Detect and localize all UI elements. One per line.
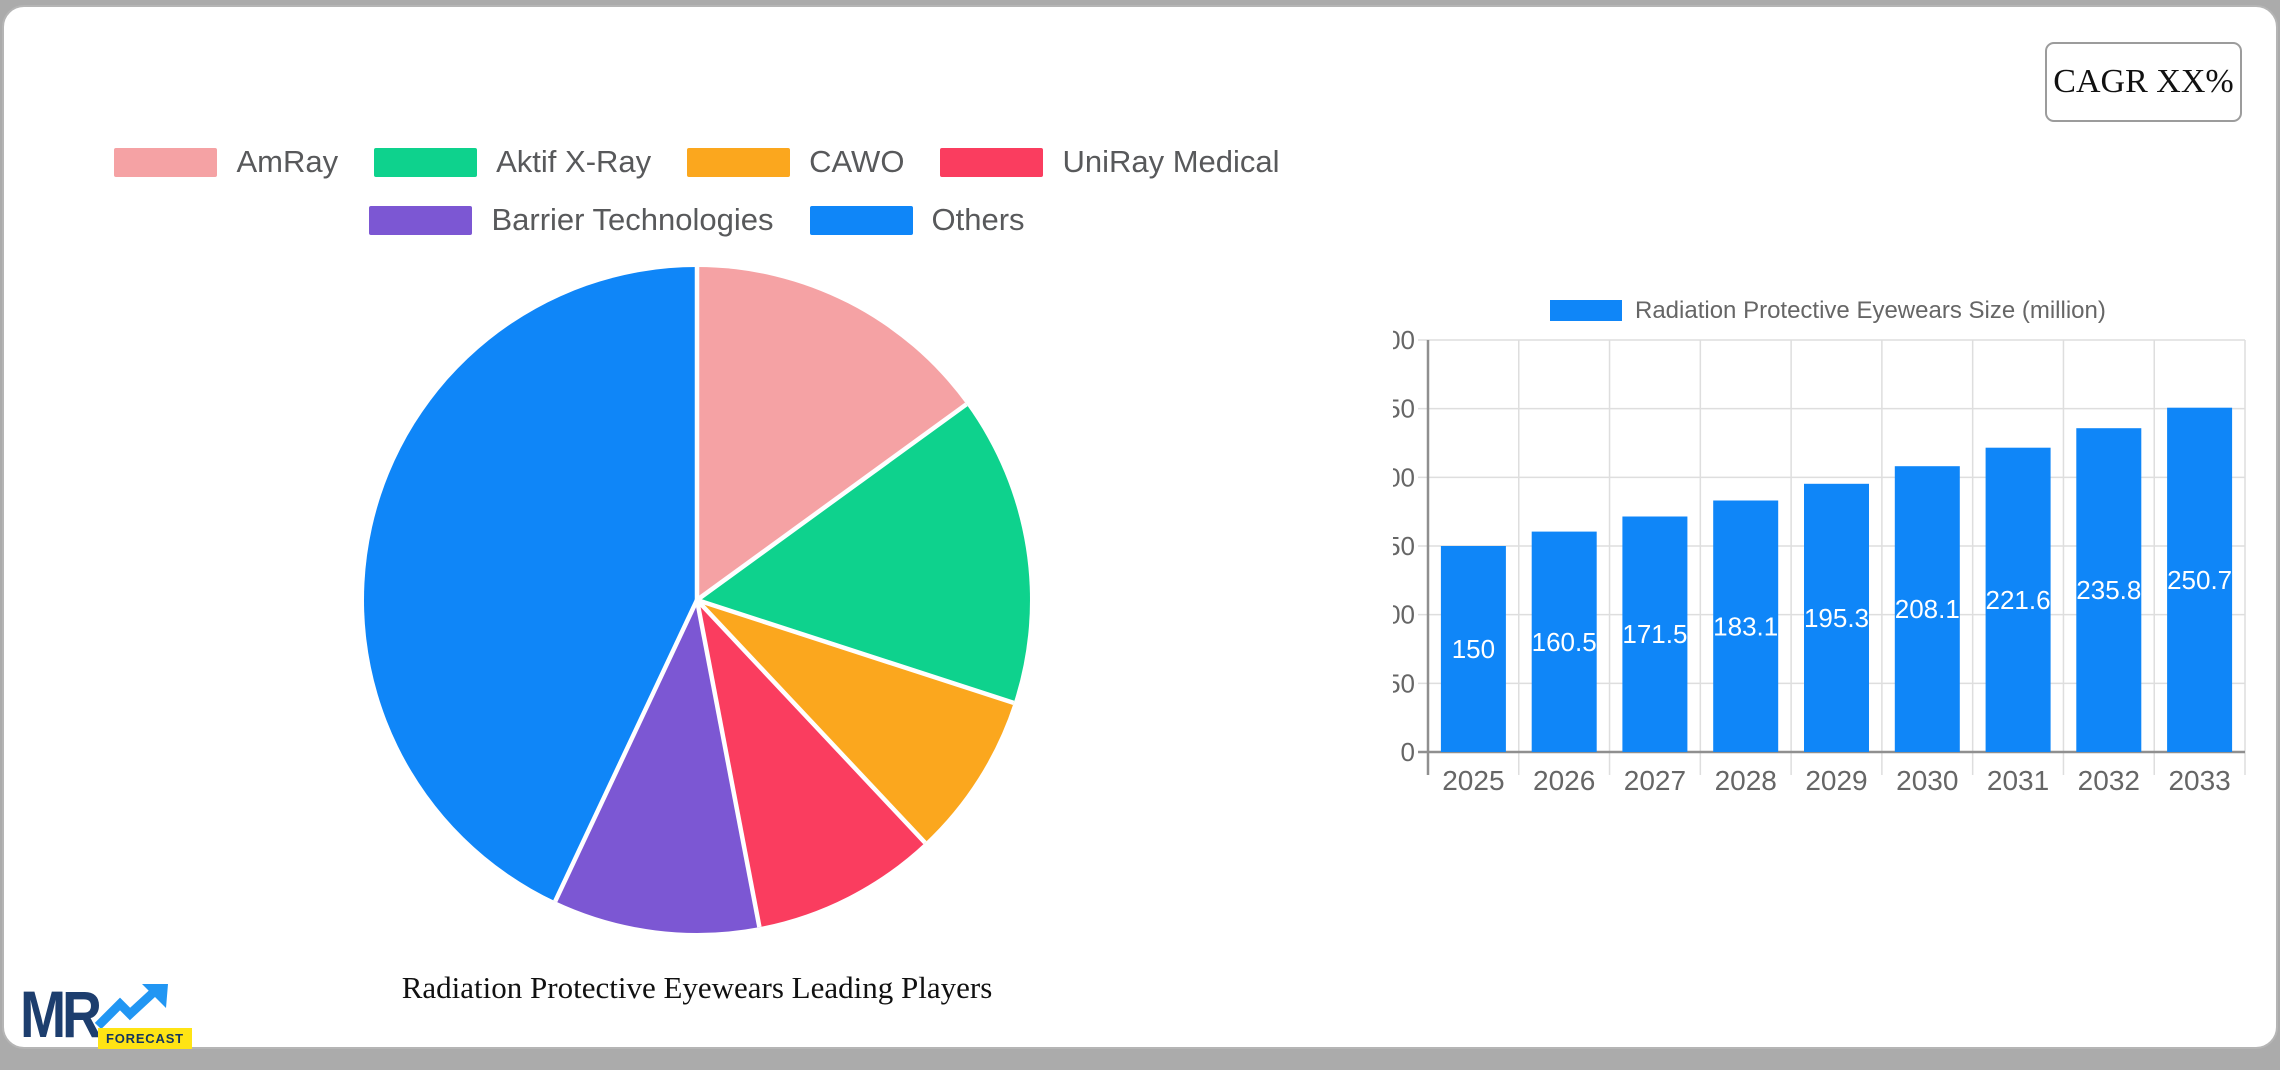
pie-slice-cawo xyxy=(697,600,1014,843)
bar-2032 xyxy=(2076,428,2142,752)
bar-value-label: 235.8 xyxy=(2076,575,2141,605)
trend-arrow-icon xyxy=(94,984,168,1030)
pie-legend: AmRay Aktif X-Ray CAWO UniRay Medical Barrie… xyxy=(72,144,1322,238)
legend-item-barrier-technologies: Barrier Technologies xyxy=(369,202,774,238)
legend-label: UniRay Medical xyxy=(1062,144,1280,179)
y-tick-label: 250 xyxy=(1393,394,1415,424)
x-tick-label: 2031 xyxy=(1987,765,2049,796)
x-tick-label: 2027 xyxy=(1624,765,1686,796)
x-tick-label: 2032 xyxy=(2078,765,2140,796)
pie-slice-aktif-x-ray xyxy=(697,404,1030,703)
legend-item-cawo: CAWO xyxy=(687,144,904,180)
y-tick-label: 150 xyxy=(1393,531,1415,561)
y-tick-label: 0 xyxy=(1401,737,1415,767)
legend-swatch-cawo xyxy=(687,147,791,177)
bar-2031 xyxy=(1985,447,2051,752)
legend-item-aktif-x-ray: Aktif X-Ray xyxy=(374,144,651,180)
y-tick-label: 200 xyxy=(1393,462,1415,492)
bar-value-label: 221.6 xyxy=(1986,585,2051,615)
pie-slice-divider xyxy=(694,599,762,928)
logo-forecast-badge: FORECAST xyxy=(98,1028,192,1049)
bar-2025 xyxy=(1440,546,1506,752)
legend-item-amray: AmRay xyxy=(114,144,338,180)
logo-mr-text: MR xyxy=(20,977,102,1051)
bar-value-label: 208.1 xyxy=(1895,594,1960,624)
pie-slice-amray xyxy=(697,267,967,600)
bar-2026 xyxy=(1531,531,1597,752)
x-tick-label: 2033 xyxy=(2168,765,2230,796)
bar-value-label: 250.7 xyxy=(2167,565,2232,595)
mr-forecast-logo: MR FORECAST xyxy=(20,977,200,1053)
pie-slice-divider xyxy=(695,402,968,602)
legend-swatch-barrier-technologies xyxy=(369,205,473,235)
legend-item-uniray-medical: UniRay Medical xyxy=(940,144,1280,180)
pie-chart-title: Radiation Protective Eyewears Leading Pl… xyxy=(401,970,993,1005)
pie-slice-barrier-technologies xyxy=(555,600,760,933)
pie-chart xyxy=(364,267,1030,933)
legend-swatch-amray xyxy=(114,147,218,177)
pie-slice-uniray-medical xyxy=(697,600,925,928)
x-tick-label: 2026 xyxy=(1533,765,1595,796)
legend-label: AmRay xyxy=(236,144,339,179)
bar-2033 xyxy=(2167,407,2233,752)
pie-slice-divider xyxy=(696,597,1015,706)
legend-label: CAWO xyxy=(809,144,905,179)
pie-slice-others xyxy=(364,267,697,902)
x-tick-label: 2029 xyxy=(1805,765,1867,796)
legend-swatch-others xyxy=(809,205,913,235)
y-tick-label: 100 xyxy=(1393,600,1415,630)
cagr-label: CAGR XX% xyxy=(2053,63,2234,100)
legend-swatch-uniray-medical xyxy=(940,147,1044,177)
bar-value-label: 160.5 xyxy=(1532,627,1597,657)
y-tick-label: 50 xyxy=(1393,668,1415,698)
bar-legend-swatch xyxy=(1550,300,1622,321)
cagr-badge: CAGR XX% xyxy=(2045,42,2242,122)
legend-label: Barrier Technologies xyxy=(491,202,774,237)
x-tick-label: 2028 xyxy=(1715,765,1777,796)
legend-item-others: Others xyxy=(809,202,1025,238)
bar-2030 xyxy=(1894,466,1960,752)
legend-label: Aktif X-Ray xyxy=(496,144,652,179)
legend-swatch-aktif-x-ray xyxy=(374,147,478,177)
bar-legend-label: Radiation Protective Eyewears Size (mill… xyxy=(1635,297,2106,324)
bar-2029 xyxy=(1804,483,1869,752)
pie-slice-divider xyxy=(553,599,700,903)
x-tick-label: 2025 xyxy=(1442,765,1504,796)
bar-value-label: 195.3 xyxy=(1804,603,1869,633)
bar-value-label: 171.5 xyxy=(1622,619,1687,649)
bar-chart: 150 2025 160.5 2026 171.5 2027 183.1 2028 195.3 2… xyxy=(1393,297,2246,796)
y-tick-label: 300 xyxy=(1393,325,1415,355)
legend-label: Others xyxy=(931,202,1025,237)
bar-value-label: 183.1 xyxy=(1713,611,1778,641)
bar-2028 xyxy=(1713,500,1779,752)
pie-slice-divider xyxy=(695,598,927,845)
x-tick-label: 2030 xyxy=(1896,765,1958,796)
bar-2027 xyxy=(1622,516,1688,752)
bar-value-label: 150 xyxy=(1452,634,1495,664)
